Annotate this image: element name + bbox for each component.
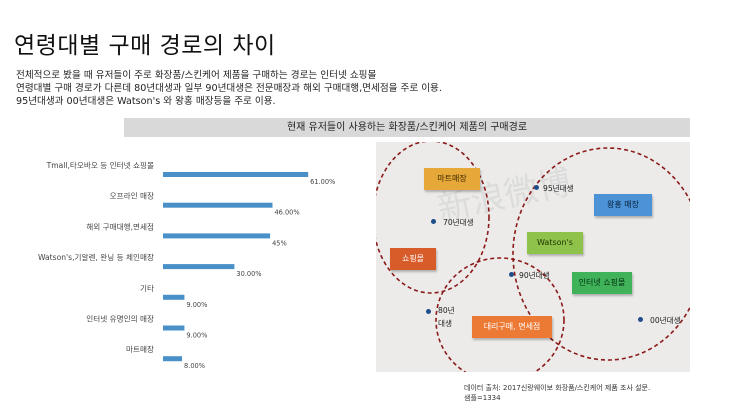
- bar: [163, 325, 185, 331]
- label-80s-line2: 대생: [438, 319, 452, 328]
- bar: [163, 264, 235, 270]
- category-label: 마트매장: [126, 344, 154, 354]
- value-label: 8.00%: [184, 362, 205, 370]
- page-title: 연령대별 구매 경로의 차이: [14, 33, 276, 59]
- bar: [163, 233, 271, 239]
- tag-watsons: Watson's: [527, 232, 583, 254]
- label-00s: 00년대생: [650, 316, 681, 325]
- value-label: 45%: [272, 239, 287, 247]
- circle-95s-00s: [512, 147, 690, 361]
- bar: [163, 294, 185, 300]
- tag-shopping-mall: 쇼핑몰: [390, 248, 436, 270]
- value-label: 61.00%: [310, 178, 335, 186]
- value-label: 9.00%: [186, 332, 207, 340]
- value-label: 46.00%: [274, 209, 299, 217]
- category-label: Watson's,기알렌, 완닝 등 체인매장: [38, 252, 154, 262]
- circle-80s-90s: [435, 257, 565, 372]
- value-label: 30.00%: [236, 270, 261, 278]
- dot-00s: [638, 317, 643, 322]
- dot-80s: [426, 309, 431, 314]
- description-line: 전체적으로 봤을 때 유저들이 주로 화장품/스킨케어 제품을 구매하는 경로는…: [16, 70, 377, 81]
- description-line: 연령대별 구매 경로가 다른데 80년대생과 일부 90년대생은 전문매장과 해…: [16, 83, 442, 94]
- tag-proxy-duty-free: 대리구매, 면세점: [472, 316, 552, 338]
- source-line: 샘플=1334: [464, 393, 501, 402]
- category-label: 오프라인 매장: [110, 191, 154, 201]
- bar: [163, 356, 183, 362]
- label-70s: 70년대생: [443, 218, 474, 227]
- data-source: 데이터 출처: 2017신랑웨이보 화장품/스킨케어 제품 조사 설문. 샘플=…: [464, 384, 650, 403]
- category-label: 해외 구매대행,면세점: [86, 221, 154, 231]
- age-channel-diagram: 新浪微博 마트매장 왕홍 매장 Watson's 쇼핑몰 인터넷 쇼핑몰 대리구…: [376, 142, 690, 372]
- value-label: 9.00%: [186, 301, 207, 309]
- label-95s: 95년대생: [543, 184, 574, 193]
- tag-mart-store: 마트매장: [424, 168, 480, 190]
- category-label: 기타: [140, 284, 154, 293]
- purchase-channel-bar-chart: Tmall,타오바오 등 인터넷 쇼핑몰 61.00% 오프라인 매장 46.00% 해…: [38, 160, 335, 370]
- chart-header: 현재 유저들이 사용하는 화장품/스킨케어 제품의 구매경로: [124, 118, 690, 137]
- description-line: 95년대생과 00년대생은 Watson's 와 왕홍 매장등을 주로 이용.: [16, 96, 276, 107]
- description: 전체적으로 봤을 때 유저들이 주로 화장품/스킨케어 제품을 구매하는 경로는…: [16, 69, 442, 108]
- dot-95s: [534, 185, 539, 190]
- venn-circles: [376, 142, 690, 372]
- source-line: 데이터 출처: 2017신랑웨이보 화장품/스킨케어 제품 조사 설문.: [464, 384, 651, 392]
- label-90s: 90년대생: [519, 271, 550, 280]
- tag-online-mall: 인터넷 쇼핑몰: [572, 272, 632, 294]
- label-80s-line1: 80년: [438, 306, 455, 315]
- dot-90s: [509, 272, 514, 277]
- category-label: 인터넷 유명인의 매장: [86, 314, 154, 324]
- bar: [163, 172, 309, 177]
- bar: [163, 202, 273, 208]
- circle-70s-80s: [376, 142, 490, 294]
- dot-70s: [431, 219, 436, 224]
- category-label: Tmall,타오바오 등 인터넷 쇼핑몰: [46, 160, 154, 170]
- tag-wanghong-store: 왕홍 매장: [594, 194, 652, 216]
